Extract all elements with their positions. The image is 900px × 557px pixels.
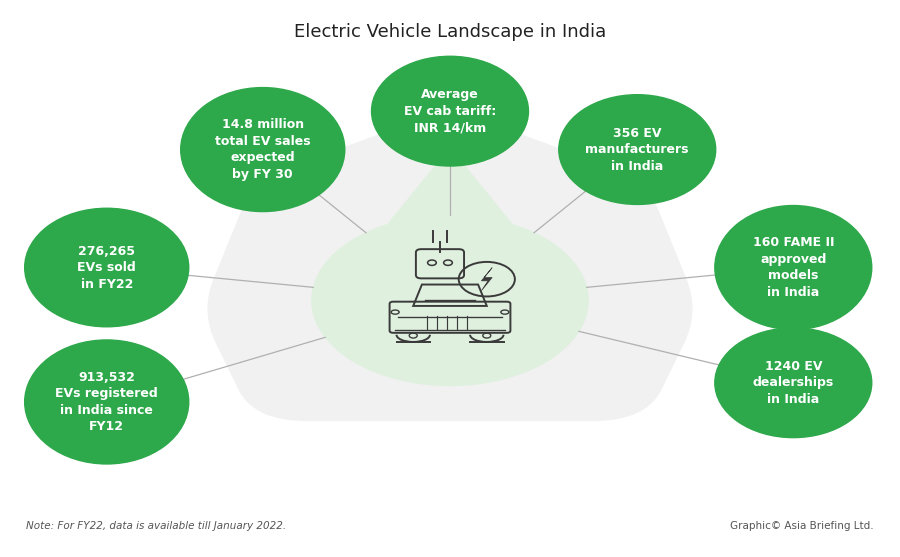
Text: Average
EV cab tariff:
INR 14/km: Average EV cab tariff: INR 14/km bbox=[404, 88, 496, 134]
Text: 276,265
EVs sold
in FY22: 276,265 EVs sold in FY22 bbox=[77, 245, 136, 291]
Text: Electric Vehicle Landscape in India: Electric Vehicle Landscape in India bbox=[294, 23, 606, 41]
Ellipse shape bbox=[372, 56, 528, 166]
Text: 356 EV
manufacturers
in India: 356 EV manufacturers in India bbox=[586, 126, 689, 173]
Text: Note: For FY22, data is available till January 2022.: Note: For FY22, data is available till J… bbox=[26, 521, 286, 531]
Text: Graphic© Asia Briefing Ltd.: Graphic© Asia Briefing Ltd. bbox=[730, 521, 874, 531]
Polygon shape bbox=[482, 268, 492, 291]
Ellipse shape bbox=[181, 87, 345, 212]
Ellipse shape bbox=[715, 328, 872, 438]
Ellipse shape bbox=[24, 340, 189, 464]
Ellipse shape bbox=[715, 206, 872, 330]
Circle shape bbox=[311, 216, 589, 385]
Ellipse shape bbox=[559, 95, 716, 204]
PathPatch shape bbox=[354, 157, 546, 278]
Text: 913,532
EVs registered
in India since
FY12: 913,532 EVs registered in India since FY… bbox=[55, 371, 158, 433]
Text: 160 FAME II
approved
models
in India: 160 FAME II approved models in India bbox=[752, 236, 834, 299]
Ellipse shape bbox=[24, 208, 189, 327]
Text: 1240 EV
dealerships
in India: 1240 EV dealerships in India bbox=[752, 360, 834, 405]
PathPatch shape bbox=[207, 117, 693, 421]
Text: 14.8 million
total EV sales
expected
by FY 30: 14.8 million total EV sales expected by … bbox=[215, 118, 310, 181]
